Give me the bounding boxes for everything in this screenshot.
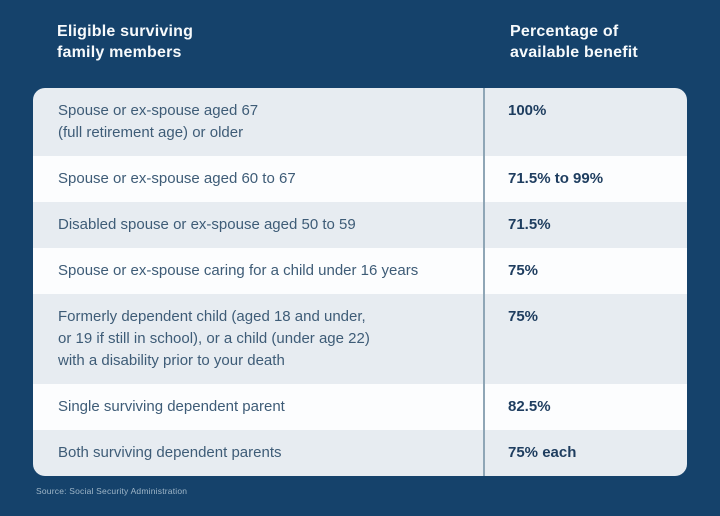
member-cell: Both surviving dependent parents — [58, 444, 282, 461]
benefit-cell: 71.5% — [483, 202, 687, 248]
member-cell: Spouse or ex-spouse aged 67 (full retire… — [58, 102, 259, 141]
source-attribution: Source: Social Security Administration — [36, 486, 188, 496]
table-row: Single surviving dependent parent 82.5% — [33, 384, 687, 430]
member-cell: Spouse or ex-spouse aged 60 to 67 — [58, 170, 296, 187]
member-cell: Formerly dependent child (aged 18 and un… — [58, 308, 370, 369]
benefit-cell: 75% — [483, 294, 687, 384]
table-row: Spouse or ex-spouse aged 60 to 67 71.5% … — [33, 156, 687, 202]
member-cell: Single surviving dependent parent — [58, 398, 285, 415]
table-row: Both surviving dependent parents 75% eac… — [33, 430, 687, 476]
benefit-cell: 71.5% to 99% — [483, 156, 687, 202]
member-cell: Spouse or ex-spouse caring for a child u… — [58, 262, 419, 279]
table-row: Spouse or ex-spouse aged 67 (full retire… — [33, 88, 687, 156]
benefit-cell: 82.5% — [483, 384, 687, 430]
benefit-cell: 75% each — [483, 430, 687, 476]
column-header-benefit: Percentage of available benefit — [510, 23, 638, 61]
table-row: Disabled spouse or ex-spouse aged 50 to … — [33, 202, 687, 248]
column-header-members: Eligible surviving family members — [57, 23, 194, 61]
table-row: Formerly dependent child (aged 18 and un… — [33, 294, 687, 384]
benefit-cell: 75% — [483, 248, 687, 294]
benefit-cell: 100% — [483, 88, 687, 156]
benefits-table: Spouse or ex-spouse aged 67 (full retire… — [33, 88, 687, 476]
table-row: Spouse or ex-spouse caring for a child u… — [33, 248, 687, 294]
member-cell: Disabled spouse or ex-spouse aged 50 to … — [58, 216, 356, 233]
